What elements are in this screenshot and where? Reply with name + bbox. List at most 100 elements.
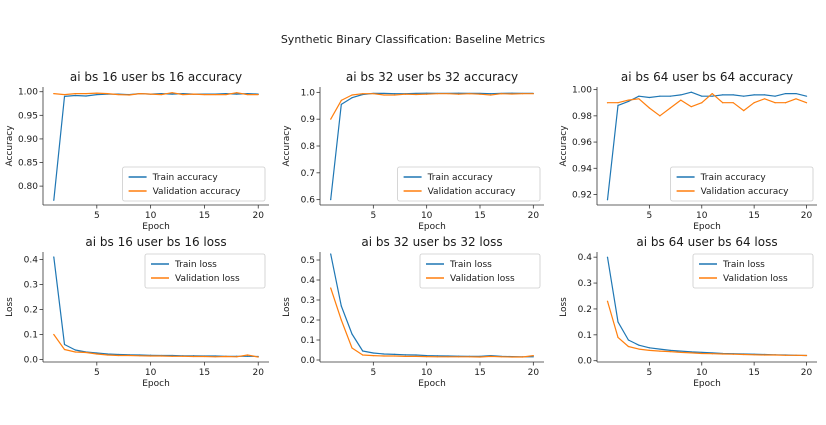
x-tick-label: 5 (370, 368, 376, 378)
y-tick-label: 0.92 (572, 191, 592, 201)
data-point-validation (203, 355, 206, 358)
subplot-title: ai bs 32 user bs 32 accuracy (346, 70, 518, 84)
data-point-train (117, 353, 119, 356)
data-point-validation (74, 351, 76, 353)
data-point-validation (648, 107, 650, 109)
y-tick-label: 0.7 (301, 169, 315, 179)
data-point-train (680, 94, 682, 96)
data-point-train (340, 103, 342, 106)
x-tick-label: 5 (647, 368, 653, 378)
y-tick-label: 0.2 (578, 305, 592, 315)
x-tick-label: 15 (474, 368, 485, 378)
x-tick-label: 5 (94, 368, 100, 378)
legend-label: Validation loss (175, 274, 240, 284)
data-point-train (701, 95, 703, 97)
x-axis-label: Epoch (693, 222, 721, 232)
data-point-validation (225, 93, 227, 96)
data-point-validation (225, 355, 227, 358)
data-point-train (617, 104, 619, 106)
data-point-validation (257, 93, 259, 96)
data-point-validation (648, 349, 650, 351)
data-point-validation (732, 353, 734, 355)
data-point-validation (150, 355, 152, 357)
data-point-validation (722, 353, 724, 355)
data-point-train (722, 94, 724, 96)
x-axis-label: Epoch (142, 379, 170, 389)
legend-label: Validation loss (723, 274, 788, 284)
x-tick-label: 20 (528, 211, 540, 221)
data-point-validation (63, 93, 66, 96)
data-point-validation (701, 352, 703, 355)
y-tick-label: 0.5 (301, 256, 315, 266)
legend-label: Validation loss (450, 274, 515, 284)
data-point-train (795, 92, 797, 95)
x-tick-label: 10 (145, 368, 157, 378)
data-point-validation (182, 355, 184, 357)
data-point-validation (362, 93, 364, 95)
data-point-train (753, 94, 755, 96)
data-point-validation (468, 356, 470, 358)
y-tick-label: 0.1 (578, 331, 592, 341)
data-point-validation (479, 356, 481, 358)
y-tick-label: 0.85 (18, 159, 38, 169)
x-tick-label: 20 (528, 368, 540, 378)
data-point-validation (500, 356, 502, 358)
data-point-validation (743, 353, 745, 356)
series-line-validation (330, 287, 534, 358)
legend-box (692, 253, 814, 289)
data-point-validation (415, 355, 417, 357)
legend: Train accuracy Validation accuracy (122, 166, 266, 202)
y-tick-label: 0.2 (301, 316, 315, 326)
y-tick-label: 1.0 (301, 88, 316, 98)
data-point-validation (774, 102, 776, 104)
data-point-train (246, 93, 249, 95)
y-axis-label: Loss (282, 297, 292, 317)
data-point-train (606, 256, 609, 258)
data-point-validation (340, 319, 342, 321)
data-point-train (372, 352, 374, 354)
subplot-ai-bs64-accuracy: ai bs 64 user bs 64 accuracy 5 10 15 20 0.92 0… (559, 70, 817, 232)
data-point-validation (532, 355, 534, 357)
data-point-validation (106, 93, 109, 95)
data-point-train (415, 92, 417, 95)
subplot-title: ai bs 32 user bs 32 loss (361, 235, 502, 249)
data-point-validation (139, 93, 141, 95)
data-point-train (669, 95, 671, 97)
data-point-validation (468, 93, 470, 95)
data-point-train (732, 94, 734, 96)
x-tick-label: 5 (94, 211, 100, 221)
data-point-train (63, 95, 66, 98)
data-point-validation (351, 347, 353, 349)
data-point-train (383, 92, 385, 95)
data-point-validation (659, 115, 661, 117)
data-point-train (394, 353, 396, 355)
data-point-validation (617, 336, 619, 339)
data-point-train (426, 92, 428, 94)
x-axis-label: Epoch (693, 379, 721, 389)
data-point-validation (522, 356, 524, 358)
y-axis-label: Loss (5, 297, 15, 317)
subplot-title: ai bs 16 user bs 16 loss (85, 235, 226, 249)
y-tick-label: 0.1 (24, 331, 38, 341)
data-point-train (659, 95, 661, 97)
data-point-validation (522, 93, 524, 95)
data-point-train (404, 354, 406, 356)
y-tick-label: 0.2 (24, 306, 38, 316)
data-point-train (394, 93, 396, 95)
data-point-train (805, 95, 808, 97)
y-tick-label: 0.4 (578, 253, 593, 263)
data-point-validation (330, 287, 332, 289)
data-point-validation (372, 355, 374, 357)
x-tick-label: 10 (696, 368, 708, 378)
subplot-ai-bs16-loss: ai bs 16 user bs 16 loss 5 10 15 20 0.0 0.1 0.2… (5, 235, 269, 389)
data-point-validation (627, 345, 630, 348)
data-point-validation (236, 356, 238, 358)
data-point-validation (701, 102, 703, 104)
data-point-validation (404, 355, 406, 357)
data-point-validation (436, 356, 438, 358)
data-point-train (171, 93, 173, 95)
data-point-train (426, 355, 428, 357)
data-point-train (246, 355, 249, 357)
legend-label: Train accuracy (152, 173, 219, 183)
y-tick-label: 0.80 (18, 182, 38, 192)
